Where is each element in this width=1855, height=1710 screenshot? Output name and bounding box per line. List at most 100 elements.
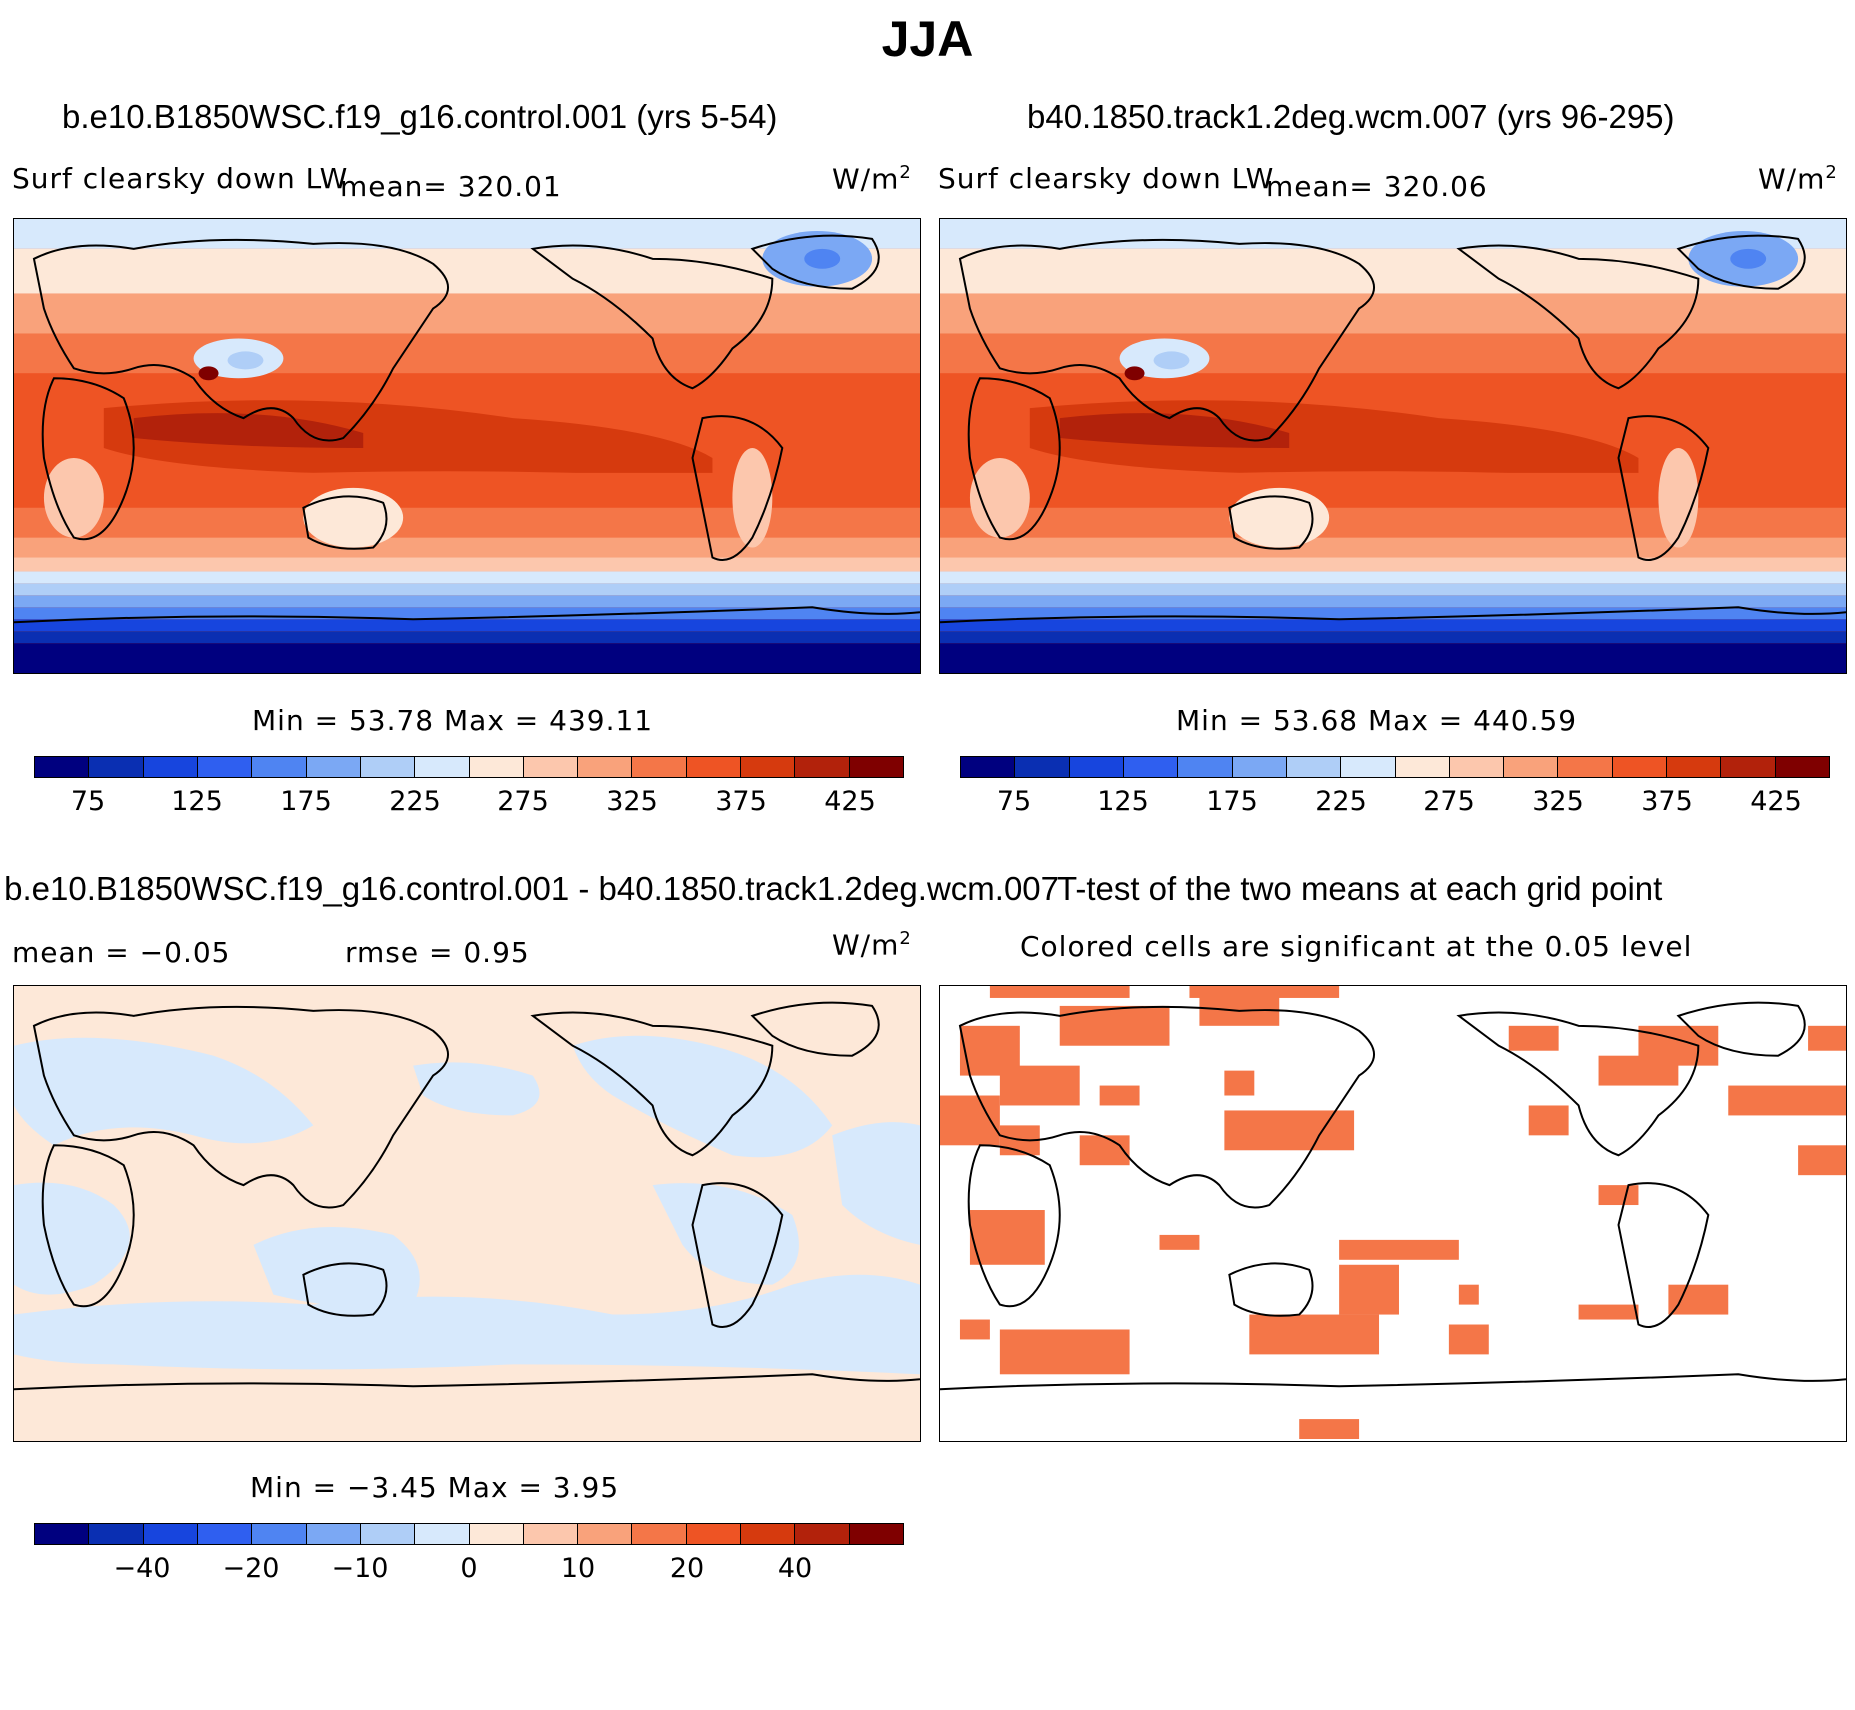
- panel1-map: [13, 218, 921, 674]
- colorbar-swatch: [523, 757, 579, 777]
- colorbar-tick: 325: [606, 786, 658, 817]
- colorbar-swatch: [849, 1524, 903, 1544]
- colorbar-tick: 225: [389, 786, 441, 817]
- colorbar-swatch: [1721, 757, 1776, 777]
- panel1-colorbar: [34, 756, 904, 778]
- colorbar-tick: 75: [70, 786, 106, 817]
- colorbar-swatch: [1123, 757, 1179, 777]
- colorbar-swatch: [1178, 757, 1233, 777]
- colorbar-swatch: [741, 757, 796, 777]
- colorbar-tick: 125: [1097, 786, 1149, 817]
- colorbar-swatch: [1612, 757, 1668, 777]
- colorbar-swatch: [35, 1524, 90, 1544]
- panel1-variable-label: Surf clearsky down LW: [12, 162, 349, 195]
- colorbar-tick: 0: [460, 1553, 478, 1584]
- colorbar-tick: 175: [280, 786, 332, 817]
- colorbar-tick: 10: [560, 1553, 596, 1584]
- colorbar-swatch: [360, 1524, 416, 1544]
- colorbar-swatch: [523, 1524, 579, 1544]
- colorbar-swatch: [1015, 757, 1070, 777]
- colorbar-tick: 125: [171, 786, 223, 817]
- colorbar-swatch: [415, 757, 470, 777]
- colorbar-swatch: [469, 757, 524, 777]
- colorbar-tick: 325: [1532, 786, 1584, 817]
- colorbar-swatch: [415, 1524, 470, 1544]
- colorbar-swatch: [143, 757, 198, 777]
- panel3-mean-label: mean = −0.05: [12, 936, 231, 969]
- panel3-minmax: Min = −3.45 Max = 3.95: [250, 1471, 620, 1504]
- colorbar-swatch: [1667, 757, 1722, 777]
- panel3-case-title: b.e10.B1850WSC.f19_g16.control.001 - b40…: [4, 870, 1059, 907]
- colorbar-tick: −10: [331, 1553, 389, 1584]
- colorbar-swatch: [35, 757, 90, 777]
- colorbar-tick: 225: [1315, 786, 1367, 817]
- colorbar-swatch: [197, 1524, 253, 1544]
- panel2-colorbar: [960, 756, 1830, 778]
- colorbar-swatch: [252, 757, 307, 777]
- colorbar-swatch: [360, 757, 416, 777]
- panel1-case-title: b.e10.B1850WSC.f19_g16.control.001 (yrs …: [62, 98, 778, 135]
- colorbar-tick: 425: [1750, 786, 1802, 817]
- colorbar-swatch: [849, 757, 903, 777]
- panel1-minmax: Min = 53.78 Max = 439.11: [252, 704, 654, 737]
- panel3-rmse-label: rmse = 0.95: [345, 936, 530, 969]
- colorbar-swatch: [306, 757, 361, 777]
- colorbar-tick: 425: [824, 786, 876, 817]
- panel2-case-title: b40.1850.track1.2deg.wcm.007 (yrs 96-295…: [1027, 98, 1675, 135]
- colorbar-swatch: [143, 1524, 198, 1544]
- colorbar-swatch: [469, 1524, 524, 1544]
- panel2-units-label: W/m2: [1758, 162, 1838, 196]
- colorbar-tick: 375: [1641, 786, 1693, 817]
- colorbar-swatch: [1069, 757, 1124, 777]
- colorbar-tick: −40: [113, 1553, 171, 1584]
- panel3-colorbar: [34, 1523, 904, 1545]
- panel3-units-label: W/m2: [832, 928, 912, 962]
- colorbar-swatch: [1286, 757, 1342, 777]
- colorbar-tick: −20: [222, 1553, 280, 1584]
- colorbar-tick: 75: [996, 786, 1032, 817]
- colorbar-swatch: [795, 1524, 850, 1544]
- panel4-map: [939, 985, 1847, 1442]
- colorbar-tick: 275: [1423, 786, 1475, 817]
- panel3-field: [14, 986, 920, 1441]
- colorbar-swatch: [1558, 757, 1613, 777]
- colorbar-tick: 175: [1206, 786, 1258, 817]
- colorbar-swatch: [1449, 757, 1505, 777]
- colorbar-tick: 20: [669, 1553, 705, 1584]
- colorbar-swatch: [89, 1524, 144, 1544]
- colorbar-swatch: [961, 757, 1016, 777]
- colorbar-swatch: [197, 757, 253, 777]
- panel2-field: [940, 219, 1846, 673]
- colorbar-swatch: [1232, 757, 1287, 777]
- panel1-units-label: W/m2: [832, 162, 912, 196]
- colorbar-swatch: [795, 757, 850, 777]
- colorbar-tick: 40: [777, 1553, 813, 1584]
- colorbar-swatch: [686, 757, 742, 777]
- colorbar-swatch: [252, 1524, 307, 1544]
- colorbar-swatch: [632, 757, 687, 777]
- colorbar-swatch: [306, 1524, 361, 1544]
- colorbar-swatch: [1341, 757, 1396, 777]
- colorbar-swatch: [741, 1524, 796, 1544]
- colorbar-swatch: [1395, 757, 1450, 777]
- panel3-map: [13, 985, 921, 1442]
- panel2-minmax: Min = 53.68 Max = 440.59: [1176, 704, 1578, 737]
- panel2-map: [939, 218, 1847, 674]
- colorbar-tick: 275: [497, 786, 549, 817]
- colorbar-swatch: [578, 757, 633, 777]
- colorbar-swatch: [686, 1524, 742, 1544]
- panel1-mean-label: mean= 320.01: [340, 170, 562, 203]
- panel2-mean-label: mean= 320.06: [1266, 170, 1488, 203]
- colorbar-swatch: [1504, 757, 1559, 777]
- panel4-title: T-test of the two means at each grid poi…: [1057, 870, 1663, 907]
- panel4-field: [940, 986, 1846, 1441]
- colorbar-swatch: [1775, 757, 1829, 777]
- panel1-field: [14, 219, 920, 673]
- colorbar-swatch: [578, 1524, 633, 1544]
- colorbar-swatch: [632, 1524, 687, 1544]
- panel2-variable-label: Surf clearsky down LW: [938, 162, 1275, 195]
- panel4-subtitle: Colored cells are significant at the 0.0…: [1020, 930, 1693, 963]
- figure-title: JJA: [881, 11, 974, 67]
- colorbar-swatch: [89, 757, 144, 777]
- colorbar-tick: 375: [715, 786, 767, 817]
